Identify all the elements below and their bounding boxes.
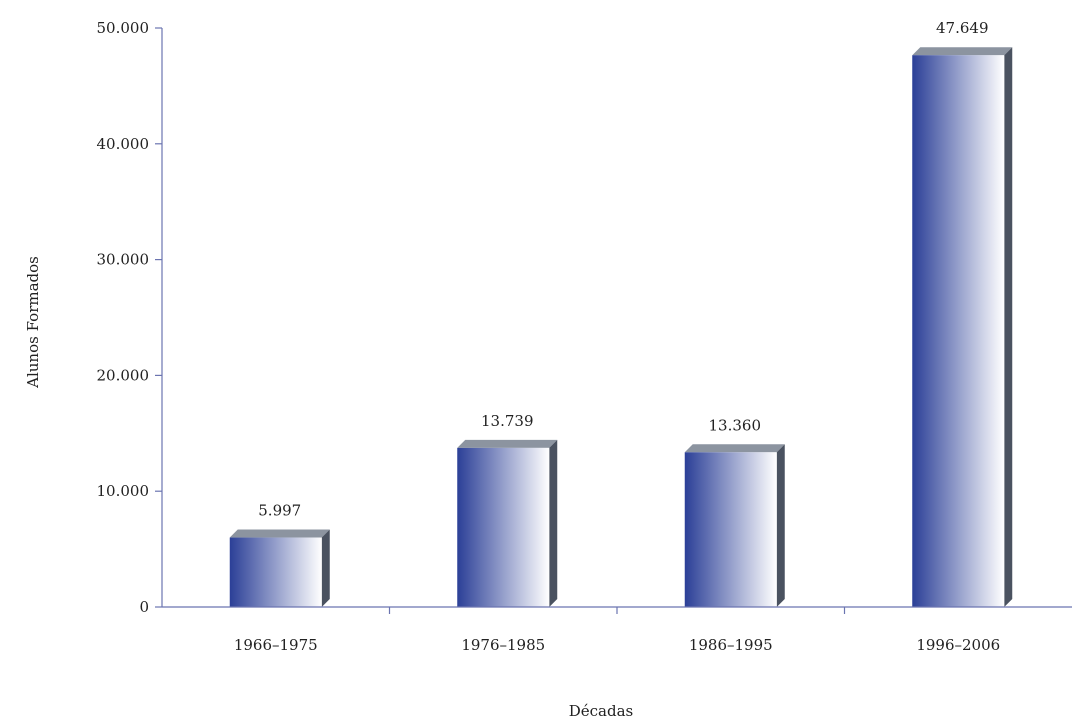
y-tick-label: 50.000 bbox=[97, 19, 150, 37]
bar-top-face bbox=[457, 439, 558, 448]
bar-front-face bbox=[229, 537, 322, 607]
data-label: 13.360 bbox=[709, 416, 762, 434]
bar-side-face bbox=[321, 529, 330, 607]
x-tick-label: 1976–1985 bbox=[461, 636, 545, 654]
y-axis-ticks: 0 10.000 20.000 30.000 40.000 50.000 bbox=[97, 19, 162, 616]
bar: 5.997 bbox=[229, 502, 330, 607]
bar: 13.739 bbox=[457, 412, 558, 607]
axes bbox=[161, 28, 1072, 608]
bar-top-face bbox=[684, 444, 785, 453]
bar-front-face bbox=[457, 447, 550, 607]
x-tick-label: 1966–1975 bbox=[234, 636, 318, 654]
bar-side-face bbox=[1004, 47, 1013, 607]
y-axis-title: Alunos Formados bbox=[24, 256, 42, 389]
bar-front-face bbox=[912, 55, 1005, 607]
data-label: 5.997 bbox=[258, 502, 301, 520]
x-axis-ticks: 1966–1975 1976–1985 1986–1995 1996–2006 bbox=[234, 607, 1000, 654]
bar-top-face bbox=[912, 47, 1013, 56]
y-tick-label: 0 bbox=[139, 598, 149, 616]
bar-front-face bbox=[684, 452, 777, 607]
y-tick-label: 40.000 bbox=[97, 135, 150, 153]
data-label: 47.649 bbox=[936, 19, 989, 37]
y-tick-label: 30.000 bbox=[97, 251, 150, 269]
data-label: 13.739 bbox=[481, 412, 534, 430]
y-tick-label: 20.000 bbox=[97, 366, 150, 384]
x-axis-title: Décadas bbox=[569, 702, 634, 720]
x-tick-label: 1986–1995 bbox=[689, 636, 773, 654]
bars: 5.997 13.739 13.360 47.649 bbox=[229, 19, 1013, 607]
bar-top-face bbox=[229, 529, 330, 538]
bar: 47.649 bbox=[912, 19, 1013, 607]
bar: 13.360 bbox=[684, 416, 785, 607]
bar-side-face bbox=[776, 444, 785, 607]
y-tick-label: 10.000 bbox=[97, 482, 150, 500]
x-tick-label: 1996–2006 bbox=[916, 636, 1000, 654]
bar-side-face bbox=[549, 439, 558, 607]
